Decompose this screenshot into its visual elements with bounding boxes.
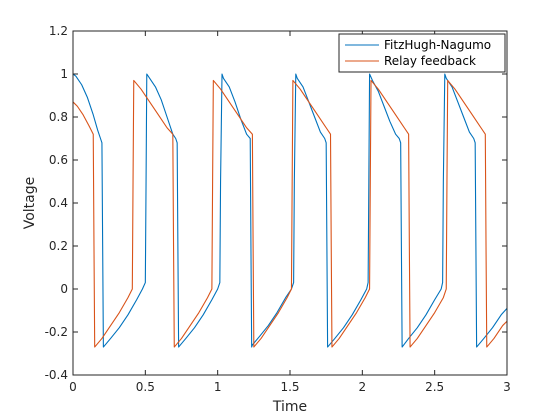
y-tick-label: 0.6: [49, 153, 68, 167]
y-tick-label: -0.4: [45, 368, 68, 382]
legend-box: [338, 33, 506, 73]
x-tick-label: 2: [359, 380, 367, 394]
y-tick-label: 1: [60, 67, 68, 81]
series-line-relay-feedback: [72, 79, 508, 348]
y-tick-label: -0.2: [45, 325, 68, 339]
y-axis-label: Voltage: [22, 177, 38, 230]
x-tick-label: 0: [69, 380, 77, 394]
tick-layer: 0 0.5 1 1.5 2 2.5 3 -0.4 -0.2 0 0.2 0.4 0.6 0.8 1 1.2: [45, 24, 511, 394]
axes-box: [72, 30, 508, 376]
y-tick-label: 0.4: [49, 196, 68, 210]
y-tick-label: 0.8: [49, 110, 68, 124]
x-tick-label: 3: [503, 380, 511, 394]
x-axis-label: Time: [272, 399, 307, 415]
x-tick-label: 1: [214, 380, 222, 394]
legend-label-fitzhugh-nagumo: FitzHugh-Nagumo: [384, 38, 491, 52]
y-tick-label: 0.2: [49, 239, 68, 253]
series-line-fitzhugh-nagumo: [72, 73, 508, 348]
legend-label-relay-feedback: Relay feedback: [384, 54, 476, 68]
plot-area: [73, 31, 507, 375]
x-tick-label: 2.5: [425, 380, 444, 394]
x-tick-label: 0.5: [136, 380, 155, 394]
series-layer: [72, 73, 508, 348]
y-tick-label: 0: [60, 282, 68, 296]
y-tick-label: 1.2: [49, 24, 68, 38]
x-tick-label: 1.5: [280, 380, 299, 394]
legend: FitzHugh-Nagumo Relay feedback: [338, 33, 506, 73]
